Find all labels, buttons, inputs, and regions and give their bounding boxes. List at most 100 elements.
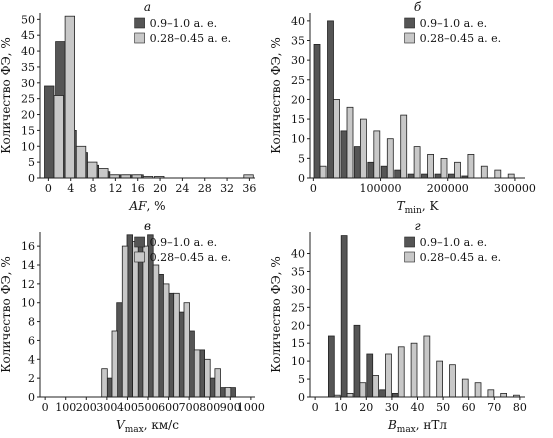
legend-label: 0.9–1.0 а. е. <box>150 17 218 30</box>
y-tick-label: 0 <box>28 391 35 404</box>
x-tick-label: 24 <box>175 182 189 195</box>
bar-light <box>440 157 448 179</box>
bar-light <box>162 283 170 398</box>
bar-light <box>413 146 421 179</box>
bar-dark <box>327 335 335 398</box>
bar-dark <box>407 173 415 179</box>
y-tick-label: 10 <box>291 355 305 368</box>
x-axis-unit: , K <box>422 199 440 213</box>
x-tick-label: 800 <box>199 401 220 414</box>
x-tick-label: 200000 <box>427 182 469 195</box>
y-tick-label: 10 <box>21 140 35 153</box>
x-tick-label: 200 <box>76 401 97 414</box>
y-tick-label: 40 <box>291 15 305 28</box>
bar-light <box>98 168 109 179</box>
bar-dark <box>394 169 402 179</box>
legend-label: 0.28–0.45 а. е. <box>150 251 232 264</box>
bar-dark <box>367 161 375 179</box>
panel-2: 0 100000 200000 300000 0 5 10 15 20 25 30 35 40 б Коли… <box>269 0 536 216</box>
x-axis-title: Bmax, нТл <box>387 418 447 435</box>
bar-light <box>173 292 180 398</box>
x-axis-symbol: V <box>116 418 126 432</box>
bar-light <box>204 358 211 398</box>
x-axis-title: Vmax, км/с <box>116 418 179 435</box>
legend-label: 0.9–1.0 а. е. <box>150 236 218 249</box>
panel-letter: а <box>144 0 151 14</box>
bar-light <box>319 165 327 179</box>
bar-light <box>183 302 190 398</box>
bar-light <box>346 392 354 398</box>
y-tick-label: 20 <box>291 319 305 332</box>
bar-light <box>449 364 456 398</box>
bar-light <box>507 173 515 179</box>
x-axis-unit: , нТл <box>416 418 448 432</box>
x-tick-label: 40 <box>411 401 425 414</box>
y-tick-label: 16 <box>21 240 35 253</box>
bar-light <box>467 153 475 179</box>
y-tick-label: 12 <box>21 278 35 291</box>
x-tick-label: 0 <box>310 182 317 195</box>
y-tick-label: 50 <box>21 13 35 26</box>
y-tick-label: 5 <box>298 373 305 386</box>
legend-swatch <box>404 17 415 29</box>
bar-dark <box>353 146 361 179</box>
bar-dark <box>380 165 388 179</box>
bar-light <box>214 368 221 398</box>
x-tick-label: 0 <box>45 182 52 195</box>
y-tick-label: 15 <box>291 337 305 350</box>
bar-dark <box>327 20 334 179</box>
bar-light <box>64 15 75 179</box>
x-axis-subscript: min <box>405 206 422 216</box>
legend-label: 0.28–0.45 а. е. <box>150 32 232 45</box>
x-tick-label: 20 <box>153 182 167 195</box>
panel-letter: в <box>144 219 151 233</box>
x-tick-label: 20 <box>359 401 373 414</box>
legend-swatch <box>134 32 145 44</box>
y-tick-label: 10 <box>21 297 35 310</box>
bar-light <box>101 368 108 398</box>
bar-dark <box>421 173 428 179</box>
bar-dark <box>353 324 361 398</box>
x-tick-label: 100000 <box>360 182 402 195</box>
y-tick-label: 8 <box>28 316 35 329</box>
bar-light <box>87 161 98 179</box>
panel-letter: г <box>414 219 420 233</box>
y-tick-label: 25 <box>291 74 305 87</box>
bar-dark <box>434 173 442 179</box>
x-tick-label: 80 <box>513 401 527 414</box>
y-axis-title: Количество ФЭ, % <box>0 256 13 373</box>
x-tick-label: 100 <box>55 401 76 414</box>
y-tick-label: 14 <box>21 259 35 272</box>
bar-dark <box>366 353 374 398</box>
bar-dark <box>391 392 399 398</box>
bar-light <box>386 138 394 179</box>
legend-swatch <box>404 236 415 248</box>
x-axis-subscript: max <box>397 425 416 435</box>
y-tick-label: 35 <box>291 35 305 48</box>
y-tick-label: 0 <box>28 172 35 185</box>
legend-label: 0.28–0.45 а. е. <box>420 251 502 264</box>
bar-light <box>397 346 405 398</box>
bar-light <box>494 169 502 179</box>
bar-light <box>121 245 129 398</box>
x-tick-label: 900 <box>220 401 241 414</box>
legend-label: 0.9–1.0 а. е. <box>420 236 488 249</box>
y-tick-label: 15 <box>291 113 305 126</box>
bar-dark <box>447 173 455 179</box>
bar-light <box>152 264 160 398</box>
legend-swatch <box>134 17 145 29</box>
bar-light <box>53 95 64 179</box>
x-tick-label: 50 <box>436 401 450 414</box>
x-tick-label: 36 <box>242 182 256 195</box>
x-tick-label: 1000 <box>237 401 265 414</box>
x-tick-label: 400 <box>117 401 138 414</box>
y-tick-label: 30 <box>291 54 305 67</box>
bar-light <box>461 378 469 398</box>
y-tick-label: 2 <box>28 372 35 385</box>
bar-light <box>423 335 431 398</box>
bar-light <box>372 375 380 398</box>
y-tick-label: 35 <box>291 265 305 278</box>
y-tick-label: 30 <box>21 77 35 90</box>
y-axis-title: Количество ФЭ, % <box>269 256 283 373</box>
